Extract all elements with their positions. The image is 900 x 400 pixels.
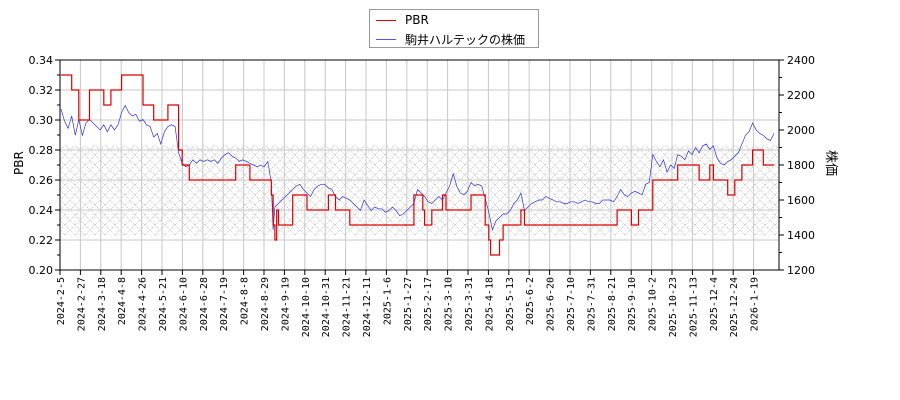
svg-text:2026-1-19: 2026-1-19 bbox=[750, 277, 761, 331]
svg-text:2200: 2200 bbox=[787, 89, 815, 102]
svg-text:2025-5-13: 2025-5-13 bbox=[505, 277, 516, 331]
y-right-axis-title: 株価 bbox=[823, 150, 838, 177]
svg-text:2024-10-31: 2024-10-31 bbox=[321, 277, 332, 337]
svg-text:2025-1-27: 2025-1-27 bbox=[403, 277, 414, 331]
svg-text:2024-10-10: 2024-10-10 bbox=[301, 277, 312, 337]
price-series-line bbox=[60, 104, 775, 232]
shaded-band bbox=[60, 145, 779, 236]
svg-text:2025-6-2: 2025-6-2 bbox=[525, 277, 536, 325]
svg-text:2024-4-26: 2024-4-26 bbox=[138, 277, 149, 331]
svg-text:2024-3-18: 2024-3-18 bbox=[97, 277, 108, 331]
legend-swatch-pbr bbox=[376, 19, 396, 21]
svg-text:2025-6-20: 2025-6-20 bbox=[546, 277, 557, 331]
legend-swatch-price bbox=[376, 38, 396, 40]
legend-item-pbr: PBR bbox=[376, 12, 429, 28]
y-axis-left: 0.20 0.22 0.24 0.26 0.28 0.30 0.32 0.34 bbox=[29, 54, 60, 277]
svg-text:0.32: 0.32 bbox=[29, 84, 54, 97]
svg-text:0.34: 0.34 bbox=[29, 54, 54, 67]
svg-text:2025-7-10: 2025-7-10 bbox=[566, 277, 577, 331]
svg-text:2024-7-19: 2024-7-19 bbox=[219, 277, 230, 331]
svg-text:0.20: 0.20 bbox=[29, 264, 54, 277]
svg-text:0.22: 0.22 bbox=[29, 234, 54, 247]
legend-label-price: 駒井ハルテックの株価 bbox=[405, 32, 526, 47]
svg-text:2025-7-31: 2025-7-31 bbox=[586, 277, 597, 331]
svg-text:2000: 2000 bbox=[787, 124, 815, 137]
svg-text:1400: 1400 bbox=[787, 229, 815, 242]
svg-text:2025-3-31: 2025-3-31 bbox=[464, 277, 475, 331]
svg-text:2025-4-18: 2025-4-18 bbox=[484, 277, 495, 331]
svg-text:2025-1-6: 2025-1-6 bbox=[382, 277, 393, 325]
svg-text:2025-12-4: 2025-12-4 bbox=[709, 277, 720, 331]
svg-text:2024-8-8: 2024-8-8 bbox=[240, 277, 251, 325]
svg-text:1200: 1200 bbox=[787, 264, 815, 277]
legend-label-pbr: PBR bbox=[405, 13, 429, 27]
svg-text:2024-9-19: 2024-9-19 bbox=[280, 277, 291, 331]
svg-text:2024-2-5: 2024-2-5 bbox=[56, 277, 67, 325]
legend-item-price: 駒井ハルテックの株価 bbox=[376, 31, 525, 47]
svg-text:2024-6-10: 2024-6-10 bbox=[178, 277, 189, 331]
svg-text:2024-12-11: 2024-12-11 bbox=[362, 277, 373, 337]
svg-text:2025-2-17: 2025-2-17 bbox=[423, 277, 434, 331]
svg-text:2024-11-21: 2024-11-21 bbox=[342, 277, 353, 337]
x-axis: 2024-2-5 2024-2-27 2024-3-18 2024-4-8 2024-4… bbox=[56, 270, 761, 337]
svg-text:0.30: 0.30 bbox=[29, 114, 54, 127]
svg-text:2024-8-29: 2024-8-29 bbox=[260, 277, 271, 331]
svg-text:2025-10-2: 2025-10-2 bbox=[648, 277, 659, 331]
svg-text:2400: 2400 bbox=[787, 54, 815, 67]
legend: PBR 駒井ハルテックの株価 bbox=[369, 9, 539, 48]
svg-text:1800: 1800 bbox=[787, 159, 815, 172]
svg-text:1600: 1600 bbox=[787, 194, 815, 207]
svg-text:2025-12-24: 2025-12-24 bbox=[729, 277, 740, 337]
svg-text:2024-4-8: 2024-4-8 bbox=[117, 277, 128, 325]
svg-text:0.24: 0.24 bbox=[29, 204, 54, 217]
svg-text:2025-9-10: 2025-9-10 bbox=[627, 277, 638, 331]
svg-text:2024-2-27: 2024-2-27 bbox=[76, 277, 87, 331]
svg-text:2025-11-13: 2025-11-13 bbox=[688, 277, 699, 337]
y-axis-right: 1200 1400 1600 1800 2000 2200 2400 bbox=[779, 54, 815, 277]
svg-text:2025-3-10: 2025-3-10 bbox=[444, 277, 455, 331]
svg-text:2024-5-21: 2024-5-21 bbox=[158, 277, 169, 331]
svg-text:0.28: 0.28 bbox=[29, 144, 54, 157]
svg-text:0.26: 0.26 bbox=[29, 174, 54, 187]
pbr-series-line bbox=[61, 74, 774, 256]
svg-text:2025-10-23: 2025-10-23 bbox=[668, 277, 679, 337]
svg-text:2024-6-28: 2024-6-28 bbox=[199, 277, 210, 331]
y-left-axis-title: PBR bbox=[12, 151, 26, 175]
svg-text:2025-8-21: 2025-8-21 bbox=[607, 277, 618, 331]
